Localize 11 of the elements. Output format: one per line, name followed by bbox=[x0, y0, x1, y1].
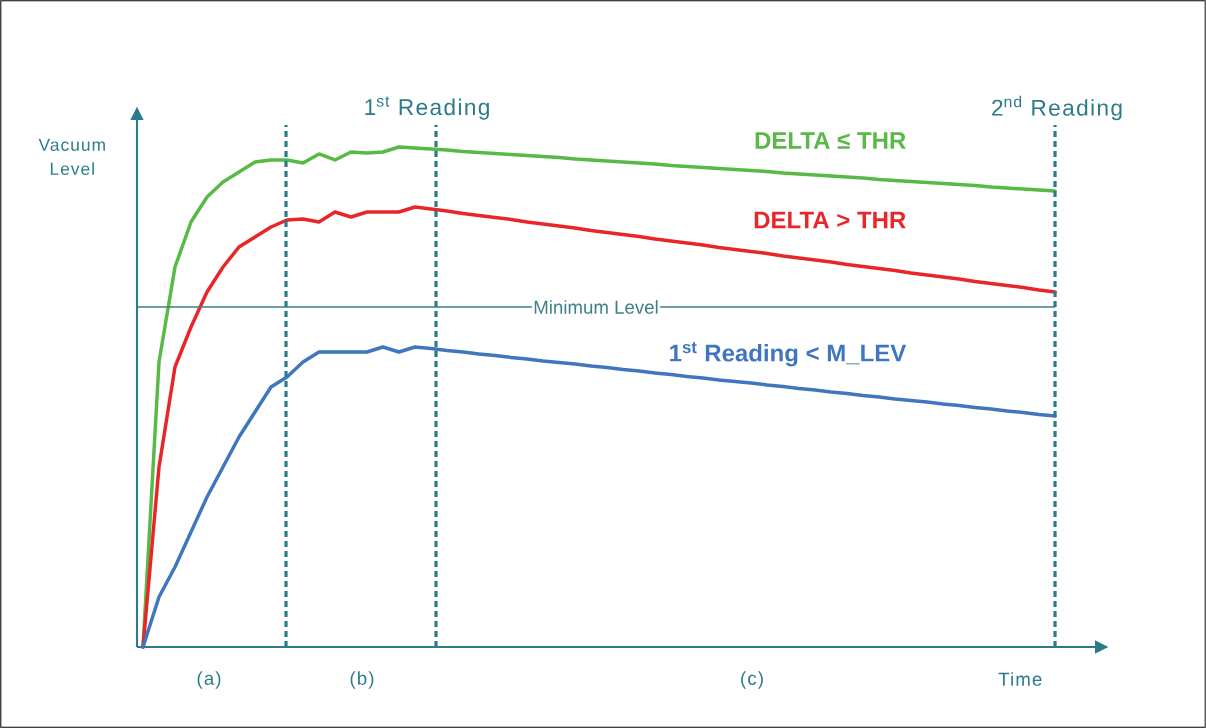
series-label: DELTA > THR bbox=[754, 211, 906, 229]
text: (a) bbox=[197, 671, 221, 689]
text: (b) bbox=[350, 671, 374, 689]
ref-line-label: Minimum Level bbox=[534, 300, 658, 314]
x-axis-title: Time bbox=[998, 672, 1042, 686]
text: 2$^{nd}$ Reading bbox=[992, 95, 1122, 121]
text: (c) bbox=[741, 671, 763, 689]
y-axis-title: Vacuum Level bbox=[38, 138, 105, 175]
series-label: 1$^{st}$ Reading < M_LEV bbox=[670, 342, 907, 367]
series-label: DELTA ≤ THR bbox=[755, 132, 906, 149]
text: 1$^{st}$ Reading bbox=[365, 96, 489, 120]
